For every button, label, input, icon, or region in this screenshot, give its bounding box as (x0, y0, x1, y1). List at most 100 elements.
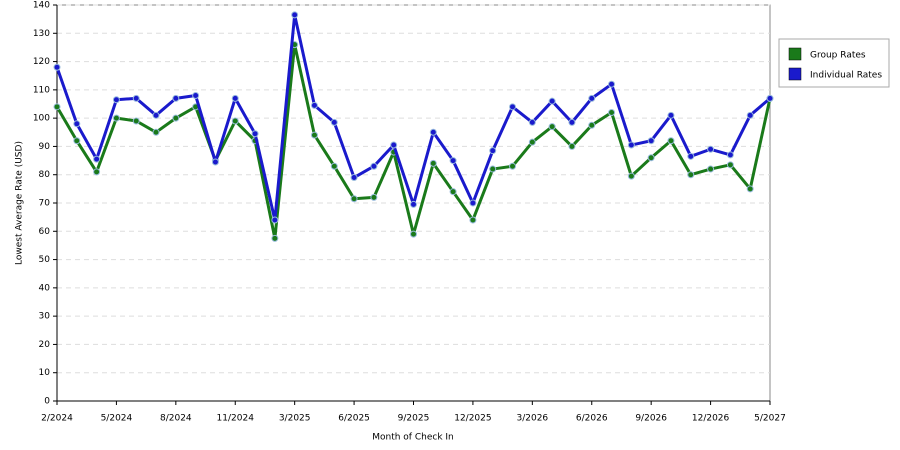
data-point (726, 151, 734, 159)
data-point (132, 117, 140, 125)
y-tick-label: 100 (33, 114, 50, 124)
data-point (687, 171, 695, 179)
data-point (310, 131, 318, 139)
data-point (449, 157, 457, 165)
data-point (132, 94, 140, 102)
data-point (667, 111, 675, 119)
data-point (350, 174, 358, 182)
data-point (647, 154, 655, 162)
x-tick-label: 5/2024 (101, 414, 133, 424)
x-tick-label: 3/2025 (279, 414, 311, 424)
data-point (192, 92, 200, 100)
legend-swatch (788, 47, 802, 61)
legend-label: Group Rates (810, 51, 866, 61)
data-point (271, 216, 279, 224)
data-point (509, 162, 517, 170)
data-point (449, 188, 457, 196)
data-point (251, 130, 259, 138)
data-point (53, 63, 61, 71)
data-point (53, 103, 61, 111)
y-tick-label: 50 (39, 255, 51, 265)
y-tick-label: 80 (39, 170, 51, 180)
data-point (766, 94, 774, 102)
y-tick-label: 40 (39, 283, 51, 293)
x-axis-label: Month of Check In (372, 433, 454, 443)
y-tick-label: 130 (33, 29, 50, 39)
y-tick-label: 140 (33, 1, 50, 11)
data-point (588, 121, 596, 129)
data-point (211, 158, 219, 166)
data-point (410, 230, 417, 238)
data-point (231, 94, 239, 102)
data-point (370, 162, 378, 170)
data-point (172, 94, 180, 102)
x-tick-label: 2/2024 (41, 414, 73, 424)
data-point (707, 165, 715, 173)
data-point (667, 137, 675, 145)
data-point (568, 118, 576, 126)
y-tick-label: 110 (33, 85, 50, 95)
data-point (469, 199, 477, 207)
data-point (548, 123, 556, 131)
data-point (509, 103, 517, 111)
y-tick-label: 70 (39, 199, 51, 209)
data-point (429, 128, 437, 136)
data-point (489, 165, 497, 173)
x-tick-label: 9/2025 (398, 414, 430, 424)
y-tick-label: 30 (39, 312, 51, 322)
data-point (528, 138, 536, 146)
data-point (172, 114, 180, 122)
data-point (152, 128, 160, 136)
data-point (627, 172, 635, 180)
data-point (93, 155, 101, 163)
data-point (310, 101, 318, 109)
data-point (608, 80, 616, 88)
data-point (429, 159, 437, 167)
data-point (528, 118, 536, 126)
data-point (231, 117, 239, 125)
data-point (469, 216, 477, 224)
data-point (608, 108, 616, 116)
data-point (112, 114, 120, 122)
data-point (93, 168, 101, 176)
x-tick-label: 11/2024 (217, 414, 255, 424)
data-point (568, 142, 576, 150)
data-point (647, 137, 655, 145)
data-point (588, 94, 596, 102)
data-point (73, 120, 81, 128)
data-point (410, 200, 417, 208)
data-point (746, 111, 754, 119)
y-tick-label: 60 (39, 227, 51, 237)
data-point (112, 96, 120, 104)
x-tick-label: 8/2024 (160, 414, 192, 424)
legend-swatch (788, 67, 802, 81)
x-tick-label: 6/2025 (338, 414, 370, 424)
x-tick-label: 12/2025 (454, 414, 491, 424)
data-point (746, 185, 754, 193)
data-point (390, 141, 398, 149)
data-point (627, 141, 635, 149)
x-tick-label: 12/2026 (692, 414, 730, 424)
x-tick-label: 6/2026 (576, 414, 608, 424)
data-point (73, 137, 81, 145)
y-tick-label: 90 (39, 142, 51, 152)
y-tick-label: 10 (39, 368, 51, 378)
x-tick-label: 3/2026 (516, 414, 548, 424)
data-point (271, 234, 279, 242)
data-point (370, 193, 378, 201)
data-point (548, 97, 556, 105)
data-point (291, 11, 299, 19)
data-point (330, 118, 338, 126)
y-tick-label: 20 (39, 340, 51, 350)
data-point (726, 161, 734, 169)
x-tick-label: 5/2027 (754, 414, 786, 424)
data-point (350, 195, 358, 203)
x-tick-label: 9/2026 (635, 414, 667, 424)
data-point (330, 162, 338, 170)
y-axis-label: Lowest Average Rate (USD) (15, 141, 25, 265)
y-tick-label: 0 (44, 397, 50, 407)
data-point (707, 145, 715, 153)
data-point (687, 152, 695, 160)
data-point (489, 147, 497, 155)
